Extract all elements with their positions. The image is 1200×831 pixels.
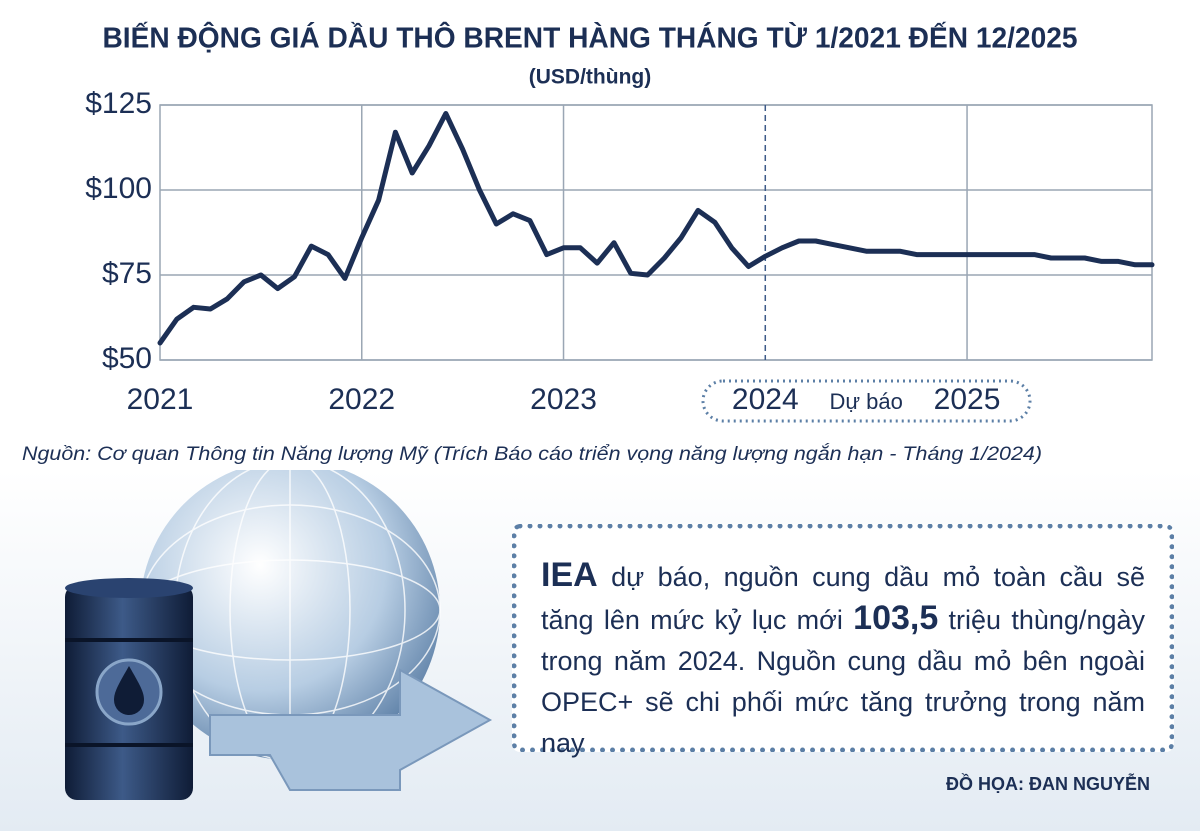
barrel-top (65, 578, 193, 598)
y-tick-label: $100 (85, 172, 152, 205)
callout-text: dự báo, nguồn cung dầu mỏ toàn cầu sẽ tă… (541, 562, 1145, 635)
source-note: Nguồn: Cơ quan Thông tin Năng lượng Mỹ (… (22, 444, 1042, 465)
forecast-label: Dự báo (829, 389, 902, 414)
y-tick-label: $75 (102, 257, 152, 290)
arrow (209, 668, 493, 791)
x-tick-label: 2022 (328, 383, 395, 416)
chart: BIẾN ĐỘNG GIÁ DẦU THÔ BRENT HÀNG THÁNG T… (22, 21, 1155, 465)
callout-bold: 103,5 (853, 599, 939, 637)
callout-bold: IEA (541, 556, 598, 594)
y-tick-label: $125 (85, 87, 152, 120)
oil-drop (114, 666, 144, 715)
forecast-box (701, 379, 1032, 423)
price-line (157, 111, 1155, 346)
x-tick-label: 2023 (530, 383, 597, 416)
chart-title: BIẾN ĐỘNG GIÁ DẦU THÔ BRENT HÀNG THÁNG T… (103, 21, 1078, 55)
x-tick-label: 2025 (934, 383, 1001, 416)
callout-text: triệu thùng/ngày trong năm 2024. Nguồn c… (541, 605, 1145, 758)
callout: IEA dự báo, nguồn cung dầu mỏ toàn cầu s… (512, 524, 1174, 758)
x-tick-label: 2021 (127, 383, 194, 416)
chart-subtitle: (USD/thùng) (529, 66, 651, 89)
credit: ĐỒ HỌA: ĐAN NGUYỄN (945, 774, 1150, 794)
plot-frame (159, 104, 1153, 361)
x-tick-label: 2024 (732, 383, 799, 416)
y-tick-label: $50 (102, 342, 152, 375)
